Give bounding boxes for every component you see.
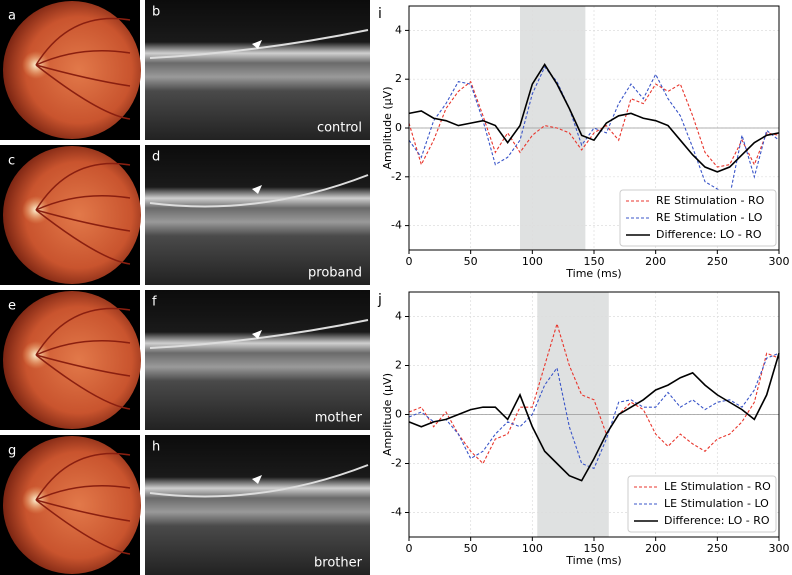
y-tick-label: 2: [395, 359, 402, 372]
x-tick-label: 300: [769, 542, 790, 555]
vessel: [35, 64, 131, 120]
fundus-image: [3, 291, 141, 429]
x-axis-label: Time (ms): [565, 267, 621, 280]
oct-image: [145, 145, 370, 285]
y-tick-label: 0: [395, 121, 402, 134]
y-tick-label: -2: [391, 170, 402, 183]
x-tick-label: 50: [464, 255, 478, 268]
vessel: [35, 209, 131, 232]
x-tick-label: 100: [522, 542, 543, 555]
y-tick-label: 0: [395, 408, 402, 421]
y-tick-label: 4: [395, 23, 402, 36]
panel-letter: j: [377, 292, 382, 308]
vessel: [35, 209, 131, 265]
panel-letter: d: [152, 150, 160, 165]
caption: brother: [314, 556, 363, 571]
x-axis-label: Time (ms): [565, 554, 621, 567]
legend-label: RE Stimulation - LO: [656, 211, 763, 224]
panel-letter: b: [152, 5, 160, 20]
caption: mother: [315, 411, 363, 426]
panel-letter: f: [152, 295, 157, 310]
vessel: [35, 499, 131, 522]
data-line: [408, 63, 780, 173]
y-axis-label: Amplitude (μV): [381, 87, 394, 170]
arrowhead: [252, 185, 262, 194]
image-panels: a b control c d proband e f mother g h brother: [0, 0, 370, 575]
caption: proband: [308, 266, 362, 281]
retina-layer: [149, 174, 369, 208]
fundus-image: [3, 1, 141, 139]
axes-frame: [408, 5, 780, 251]
panel-letter: c: [8, 154, 15, 169]
arrowhead: [252, 330, 262, 339]
vessel: [35, 307, 131, 356]
data-line: [408, 80, 780, 168]
caption: control: [317, 121, 362, 136]
retina-layer: [149, 29, 369, 59]
retina-layer: [149, 464, 369, 498]
x-tick-label: 300: [769, 255, 790, 268]
y-tick-label: 2: [395, 72, 402, 85]
oct-image: [145, 290, 370, 430]
panel-letter: e: [8, 299, 16, 314]
vessel: [35, 452, 131, 501]
legend-box: [619, 189, 777, 247]
data-line: [408, 65, 780, 198]
retina-layer: [149, 319, 369, 349]
panel-letter: g: [8, 444, 16, 459]
y-tick-label: 4: [395, 310, 402, 323]
vessel: [35, 354, 131, 377]
x-tick-label: 150: [584, 255, 605, 268]
y-axis-label: Amplitude (μV): [381, 373, 394, 456]
vessel: [35, 354, 131, 410]
oct-image: [145, 435, 370, 575]
vessel: [35, 17, 131, 66]
x-tick-label: 150: [584, 542, 605, 555]
vessel: [35, 194, 131, 211]
data-line: [408, 352, 780, 470]
y-tick-label: -4: [391, 219, 402, 232]
vessel: [35, 499, 131, 555]
legend-label: Difference: LO - RO: [664, 514, 770, 527]
x-tick-label: 0: [406, 542, 413, 555]
x-tick-label: 250: [707, 255, 728, 268]
x-tick-label: 0: [406, 255, 413, 268]
legend-box: [627, 475, 777, 533]
legend-label: LE Stimulation - RO: [664, 480, 771, 493]
x-tick-label: 250: [707, 542, 728, 555]
panel-letter: h: [152, 440, 160, 455]
panel-letter: a: [8, 9, 16, 24]
legend-label: Difference: LO - RO: [656, 228, 762, 241]
x-tick-label: 200: [645, 542, 666, 555]
vessel: [35, 49, 131, 66]
panel-letter: i: [378, 6, 382, 22]
vessel: [35, 339, 131, 356]
oct-image: [145, 0, 370, 140]
vessel: [35, 484, 131, 501]
y-tick-label: -2: [391, 457, 402, 470]
arrowhead: [252, 475, 262, 484]
arrowhead: [252, 40, 262, 49]
data-line: [408, 321, 780, 465]
data-line: [408, 353, 780, 482]
vessel: [35, 64, 131, 87]
x-tick-label: 100: [522, 255, 543, 268]
x-tick-label: 50: [464, 542, 478, 555]
axes-frame: [408, 291, 780, 538]
x-tick-label: 200: [645, 255, 666, 268]
fundus-image: [3, 146, 141, 284]
legend-label: RE Stimulation - RO: [656, 194, 765, 207]
fundus-image: [3, 436, 141, 574]
legend-label: LE Stimulation - LO: [664, 497, 769, 510]
vessel: [35, 162, 131, 211]
y-tick-label: -4: [391, 506, 402, 519]
